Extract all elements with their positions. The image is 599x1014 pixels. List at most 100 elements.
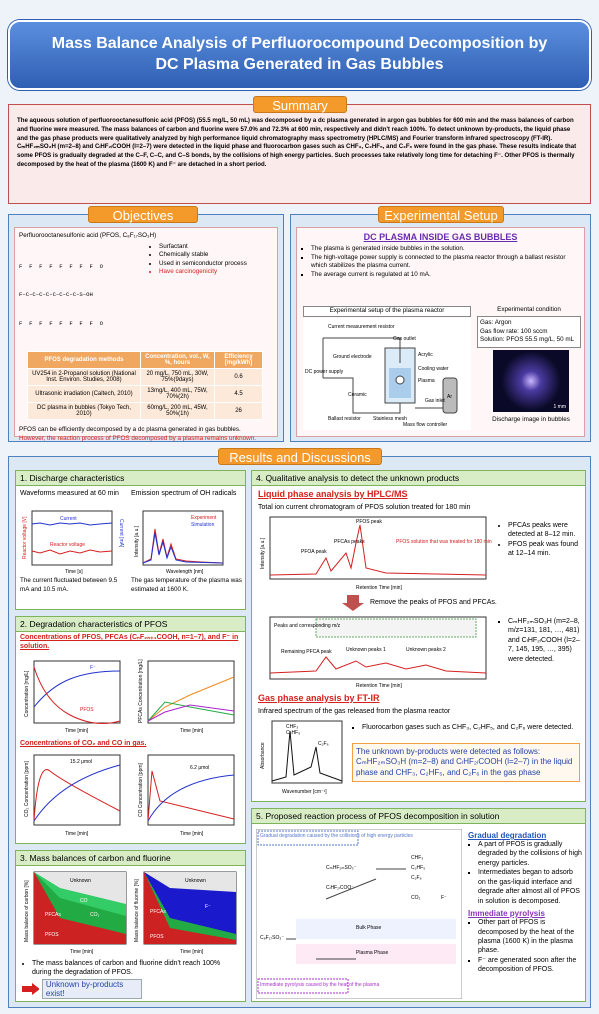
diagram-label: Ground electrode xyxy=(333,354,372,360)
bullet: The high-voltage power supply is connect… xyxy=(311,254,580,271)
bullet: Other part of PFOS is decomposed by the … xyxy=(478,918,582,956)
label: CHF₃ xyxy=(286,724,298,730)
mz-box xyxy=(315,618,477,638)
label: C₂F₆ xyxy=(411,875,422,881)
axis-label: Reactor voltage [V] xyxy=(22,516,28,559)
solution-plots: F⁻ PFOS Concentration [mg/L] Time [min] … xyxy=(24,659,235,734)
diagram-caption: Experimental setup of the plasma reactor xyxy=(303,306,471,317)
axis-label: Wavelength [nm] xyxy=(166,569,204,575)
label: PFCAs xyxy=(150,909,166,915)
pfca-line xyxy=(147,704,235,722)
frame xyxy=(147,754,235,826)
plot-title: Waveforms measured at 60 min xyxy=(20,490,119,497)
diagram-label: Ceramic xyxy=(348,392,367,398)
label: 15.2 μmol xyxy=(70,759,92,765)
label: PFOS xyxy=(45,932,59,938)
ir-line xyxy=(271,730,343,782)
bullet: Fluorocarbon gases such as CHF₃, C₂HF₅, … xyxy=(362,723,582,732)
label: CₘHF₂ₘSO₃⁻ xyxy=(326,865,357,871)
simulation-line xyxy=(142,532,224,564)
bullet: The average current is regulated at 10 m… xyxy=(311,271,580,280)
setup-diagram: Current measurement resistor DC power su… xyxy=(303,318,471,430)
label: Unknown peaks 1 xyxy=(346,647,386,653)
diagram-label: Stainless mesh xyxy=(373,416,407,422)
label: Bulk Phase xyxy=(356,925,382,931)
condition-title: Experimental condition xyxy=(497,306,561,313)
label: PFCAs xyxy=(45,912,61,918)
label: Unknown xyxy=(185,878,206,884)
discharge-image: 1 mm xyxy=(493,350,569,412)
pfca-line xyxy=(147,701,235,722)
objectives-heading: Objectives xyxy=(88,206,198,223)
label: Gradual degradation caused by the collis… xyxy=(260,833,413,839)
objectives-inner: Perfluorooctanesulfonic acid (PFOS, C₈F₁… xyxy=(14,227,278,442)
poster-title: Mass Balance Analysis of Perfluorocompou… xyxy=(8,20,591,90)
note: PFOS can be efficiently decomposed by a … xyxy=(19,426,241,433)
setup-box: DC PLASMA INSIDE GAS BUBBLES The plasma … xyxy=(290,214,591,442)
bullet: Intermediates began to adsorb on the gas… xyxy=(478,868,582,906)
panel-title: 2. Degradation characteristics of PFOS xyxy=(16,617,245,632)
axis-label: Retention Time [min] xyxy=(356,585,402,591)
axis-label: Time [min] xyxy=(65,728,89,734)
diagram-label: Gas inlet xyxy=(425,398,445,404)
arrow xyxy=(342,595,364,611)
td: Ultrasonic irradiation (Caltech, 2010) xyxy=(27,385,141,403)
plot-title: Emission spectrum of OH radicals xyxy=(131,490,237,497)
td: 4.5 xyxy=(214,385,263,403)
panel-title: 5. Proposed reaction process of PFOS dec… xyxy=(252,809,585,824)
remove-text: Remove the peaks of PFOS and PFCAs. xyxy=(370,599,497,607)
scale-label: 1 mm xyxy=(553,404,567,410)
bullet: PFCAs peaks were detected at 8–12 min. xyxy=(508,521,582,540)
label: Plasma Phase xyxy=(356,950,388,956)
diagram-label: Plasma xyxy=(418,378,435,384)
bulk-band xyxy=(296,919,456,939)
panel-title: 3. Mass balances of carbon and fluorine xyxy=(16,851,245,866)
frame xyxy=(33,660,121,724)
axis-label: Time [min] xyxy=(180,949,204,955)
axis-label: Time [min] xyxy=(65,831,89,837)
th: Efficiency [mg/kWh] xyxy=(214,351,263,369)
methods-table: PFOS degradation methods Concentration, v… xyxy=(27,351,263,420)
bullet: The plasma is generated inside bubbles i… xyxy=(311,245,580,254)
chromatogram-2: Peaks and corresponding m/z Remaining PF… xyxy=(269,616,487,689)
structure: F–C–C–C–C–C–C–C–C–S–OH xyxy=(19,291,93,298)
setup-title: DC PLASMA INSIDE GAS BUBBLES xyxy=(363,232,518,242)
frame xyxy=(33,754,121,826)
label: PFOS peak xyxy=(356,519,382,525)
panel-4: 4. Qualitative analysis to detect the un… xyxy=(251,470,586,802)
process-notes: Gradual degradation A part of PFOS is gr… xyxy=(468,831,582,975)
property: Surfactant xyxy=(159,243,247,252)
subtitle: Concentrations of CO₂ and CO in gas. xyxy=(20,740,147,747)
diagram-label: DC power supply xyxy=(305,369,344,375)
axis-label: Mass balance of fluorine [%] xyxy=(134,879,140,942)
subtitle: Gas phase analysis by FT-IR xyxy=(258,693,380,703)
axis-label: Wavenumber [cm⁻¹] xyxy=(282,789,327,795)
label: Peaks and corresponding m/z xyxy=(274,623,341,629)
objectives-box: Perfluorooctanesulfonic acid (PFOS, C₈F₁… xyxy=(8,214,284,442)
label: Unknown xyxy=(70,878,91,884)
label: Immediate pyrolysis caused by the heat o… xyxy=(260,982,379,988)
condition: Gas flow rate: 100 sccm xyxy=(480,327,548,335)
label: C₂HF₅ xyxy=(411,865,425,871)
label: PFOS solution that was treated for 180 m… xyxy=(396,539,492,545)
waveform-plot: Current Reactor voltage Reactor voltage … xyxy=(22,510,124,575)
frame xyxy=(256,829,462,999)
property: Have carcinogenicity xyxy=(159,268,247,277)
summary-heading: Summary xyxy=(253,96,347,113)
summary-text: The aqueous solution of perfluorooctanes… xyxy=(17,117,577,169)
td: 13mg/L, 400 mL, 75W, 70%(2h) xyxy=(139,385,216,403)
label: F⁻ xyxy=(205,904,211,910)
pfos-area xyxy=(34,872,126,944)
label: F⁻ xyxy=(441,895,447,901)
label: C₈F₁₇SO₃⁻ xyxy=(260,935,284,941)
axis-label: Intensity [a.u.] xyxy=(134,525,140,557)
property: Chemically stable xyxy=(159,251,247,260)
panel-title: 4. Qualitative analysis to detect the un… xyxy=(252,471,585,486)
label: PFOS xyxy=(80,707,94,713)
tic-line xyxy=(269,656,487,674)
label: Unknown peaks 2 xyxy=(406,647,446,653)
label: PFOS xyxy=(150,934,164,940)
axis-label: Retention Time [min] xyxy=(356,683,402,689)
th: PFOS degradation methods xyxy=(27,351,141,369)
structure: F F F F F F F F O xyxy=(19,262,103,270)
